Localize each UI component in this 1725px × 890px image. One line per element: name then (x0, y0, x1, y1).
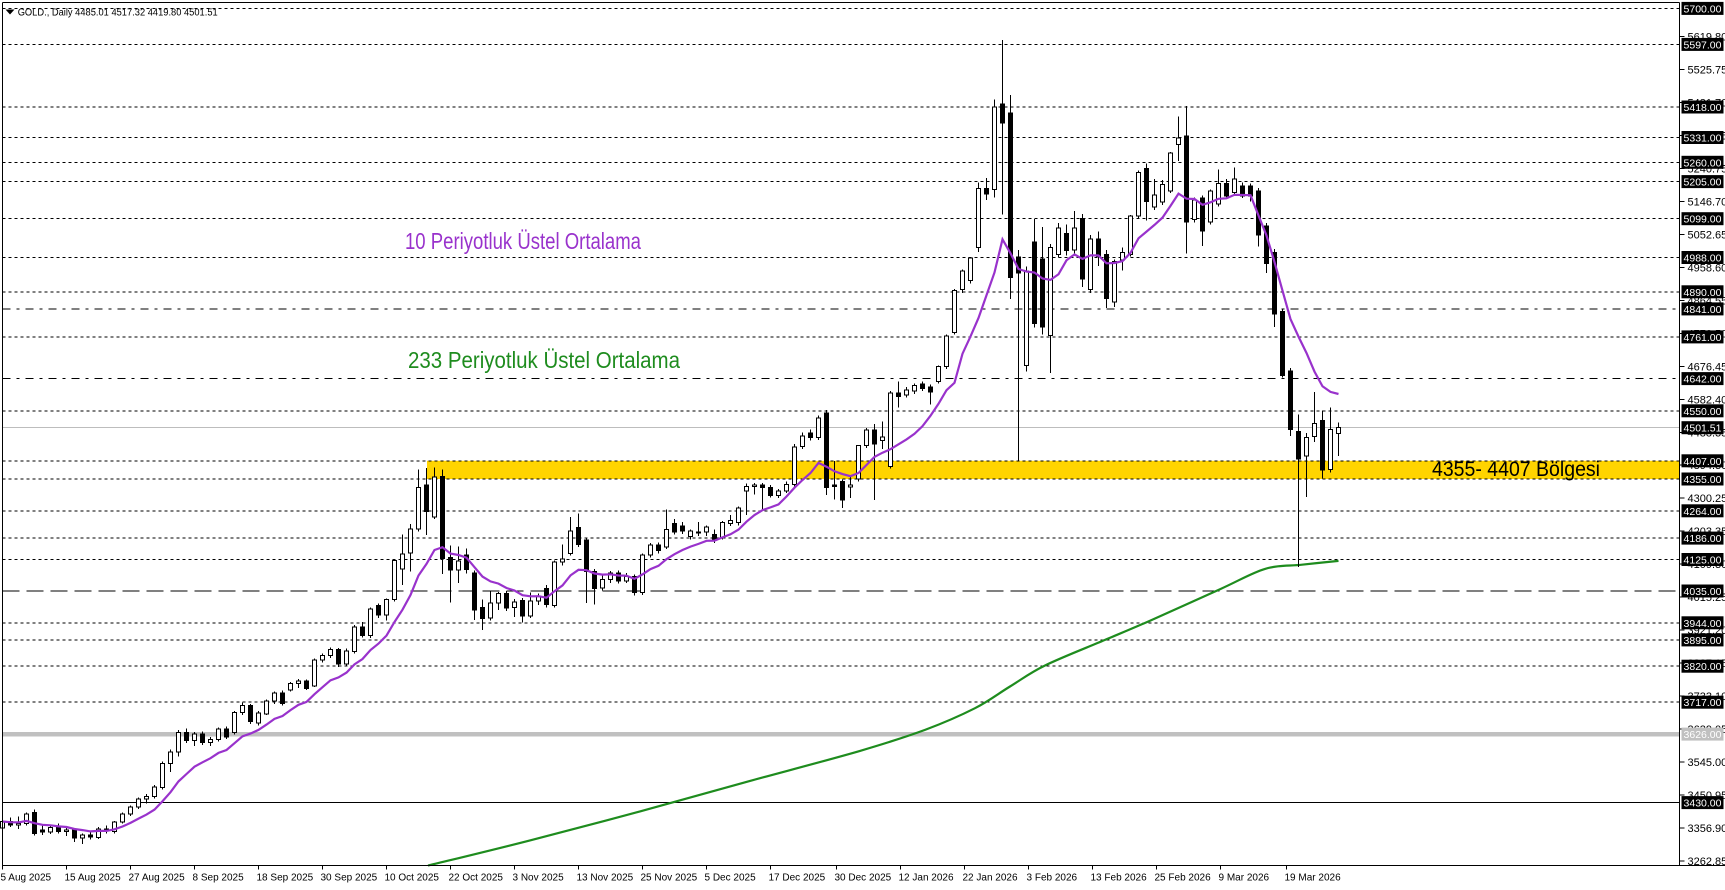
svg-text:3356.90: 3356.90 (1688, 823, 1725, 835)
svg-text:30 Sep 2025: 30 Sep 2025 (321, 873, 378, 884)
svg-text:5205.00: 5205.00 (1684, 177, 1722, 189)
svg-text:25 Feb 2026: 25 Feb 2026 (1155, 873, 1212, 884)
svg-text:3 Feb 2026: 3 Feb 2026 (1027, 873, 1078, 884)
svg-text:3944.00: 3944.00 (1684, 618, 1722, 630)
svg-text:3262.85: 3262.85 (1688, 856, 1725, 868)
svg-text:4035.00: 4035.00 (1684, 586, 1722, 598)
svg-text:4501.51: 4501.51 (1684, 423, 1722, 435)
svg-text:4841.00: 4841.00 (1684, 304, 1722, 316)
svg-text:5 Aug 2025: 5 Aug 2025 (1, 873, 52, 884)
svg-text:13 Feb 2026: 13 Feb 2026 (1091, 873, 1148, 884)
svg-text:4676.45: 4676.45 (1688, 361, 1725, 373)
svg-text:4125.00: 4125.00 (1684, 555, 1722, 567)
svg-text:4890.00: 4890.00 (1684, 287, 1722, 299)
svg-text:4186.00: 4186.00 (1684, 533, 1722, 545)
svg-text:4355.00: 4355.00 (1684, 474, 1722, 486)
svg-text:4355- 4407 Bölgesi: 4355- 4407 Bölgesi (1432, 458, 1600, 481)
svg-text:5099.00: 5099.00 (1684, 214, 1722, 226)
svg-text:4264.00: 4264.00 (1684, 506, 1722, 518)
svg-text:5700.00: 5700.00 (1684, 3, 1722, 15)
svg-text:3626.00: 3626.00 (1684, 729, 1722, 741)
svg-text:27 Aug 2025: 27 Aug 2025 (129, 873, 186, 884)
svg-text:18 Sep 2025: 18 Sep 2025 (257, 873, 314, 884)
svg-text:12 Jan 2026: 12 Jan 2026 (899, 873, 954, 884)
svg-text:5525.75: 5525.75 (1688, 64, 1725, 76)
svg-text:5052.65: 5052.65 (1688, 229, 1725, 241)
svg-text:9 Mar 2026: 9 Mar 2026 (1219, 873, 1270, 884)
svg-text:10 Periyotluk Üstel Ortalama: 10 Periyotluk Üstel Ortalama (405, 228, 641, 254)
svg-text:15 Aug 2025: 15 Aug 2025 (65, 873, 122, 884)
svg-text:5418.00: 5418.00 (1684, 102, 1722, 114)
svg-text:19 Mar 2026: 19 Mar 2026 (1285, 873, 1342, 884)
svg-text:5597.00: 5597.00 (1684, 39, 1722, 51)
svg-text:4988.00: 4988.00 (1684, 253, 1722, 265)
svg-text:5331.00: 5331.00 (1684, 133, 1722, 145)
svg-text:30 Dec 2025: 30 Dec 2025 (835, 873, 892, 884)
svg-text:3895.00: 3895.00 (1684, 635, 1722, 647)
svg-text:4407.00: 4407.00 (1684, 456, 1722, 468)
svg-text:5146.70: 5146.70 (1688, 196, 1725, 208)
svg-text:4550.00: 4550.00 (1684, 406, 1722, 418)
svg-text:3430.00: 3430.00 (1684, 798, 1722, 810)
svg-text:5 Dec 2025: 5 Dec 2025 (705, 873, 757, 884)
svg-text:GOLD., Daily 4485.01 4517.32: GOLD., Daily 4485.01 4517.32 4419.80 450… (18, 8, 218, 19)
svg-text:5260.00: 5260.00 (1684, 157, 1722, 169)
svg-text:3 Nov 2025: 3 Nov 2025 (513, 873, 565, 884)
svg-text:3717.00: 3717.00 (1684, 697, 1722, 709)
svg-text:17 Dec 2025: 17 Dec 2025 (769, 873, 826, 884)
svg-text:3545.00: 3545.00 (1688, 757, 1725, 769)
svg-text:22 Jan 2026: 22 Jan 2026 (963, 873, 1018, 884)
svg-text:22 Oct 2025: 22 Oct 2025 (449, 873, 504, 884)
svg-text:233 Periyotluk Üstel Ortalama: 233 Periyotluk Üstel Ortalama (408, 347, 680, 373)
svg-text:8 Sep 2025: 8 Sep 2025 (193, 873, 245, 884)
svg-text:13 Nov 2025: 13 Nov 2025 (577, 873, 634, 884)
svg-text:3820.00: 3820.00 (1684, 661, 1722, 673)
svg-text:4761.00: 4761.00 (1684, 332, 1722, 344)
svg-text:4642.00: 4642.00 (1684, 374, 1722, 386)
svg-text:4300.25: 4300.25 (1688, 493, 1725, 505)
svg-text:25 Nov 2025: 25 Nov 2025 (641, 873, 698, 884)
svg-text:10 Oct 2025: 10 Oct 2025 (385, 873, 440, 884)
